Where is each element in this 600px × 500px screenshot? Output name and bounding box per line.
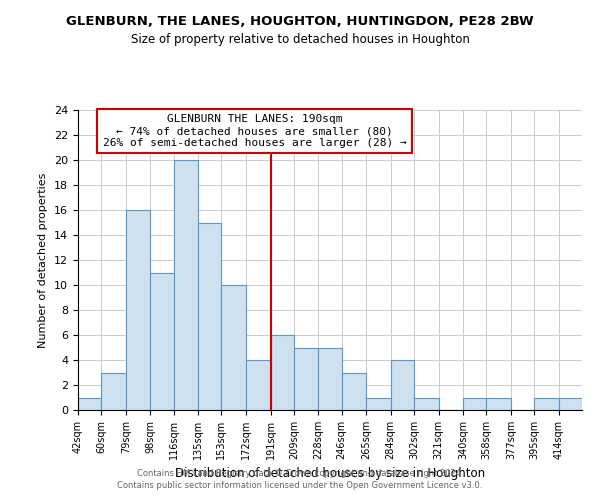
Text: Contains HM Land Registry data © Crown copyright and database right 2024.: Contains HM Land Registry data © Crown c… [137,468,463,477]
Bar [198,222,221,410]
X-axis label: Distribution of detached houses by size in Houghton: Distribution of detached houses by size … [175,468,485,480]
Bar [534,398,559,410]
Bar [294,348,319,410]
Text: GLENBURN THE LANES: 190sqm
← 74% of detached houses are smaller (80)
26% of semi: GLENBURN THE LANES: 190sqm ← 74% of deta… [103,114,406,148]
Text: Contains public sector information licensed under the Open Government Licence v3: Contains public sector information licen… [118,481,482,490]
Bar [559,398,582,410]
Text: GLENBURN, THE LANES, HOUGHTON, HUNTINGDON, PE28 2BW: GLENBURN, THE LANES, HOUGHTON, HUNTINGDO… [66,15,534,28]
Bar [366,398,391,410]
Bar [78,398,101,410]
Bar [271,335,294,410]
Bar [414,398,439,410]
Bar [319,348,341,410]
Bar [487,398,511,410]
Text: Size of property relative to detached houses in Houghton: Size of property relative to detached ho… [131,32,469,46]
Bar [151,272,173,410]
Bar [173,160,198,410]
Bar [391,360,414,410]
Bar [221,285,246,410]
Bar [341,372,366,410]
Bar [101,372,126,410]
Bar [246,360,271,410]
Bar [126,210,151,410]
Y-axis label: Number of detached properties: Number of detached properties [38,172,49,348]
Bar [463,398,487,410]
